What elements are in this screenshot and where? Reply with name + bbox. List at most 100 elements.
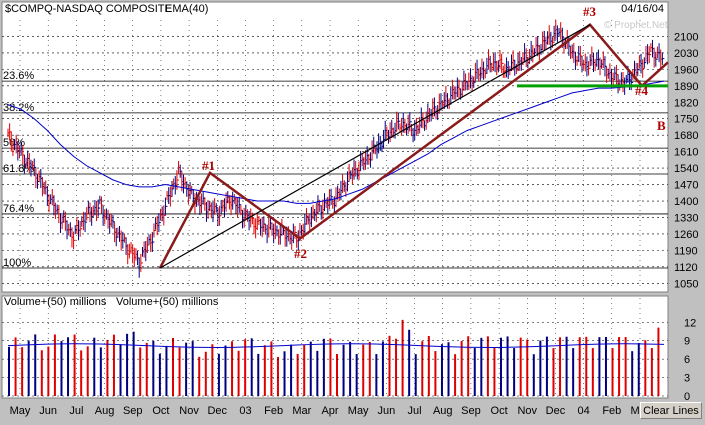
- volume-tick-label: 3: [684, 373, 690, 385]
- volume-bar: [434, 351, 437, 396]
- x-tick-label: Sep: [123, 405, 143, 417]
- x-tick-label: Sep: [461, 405, 481, 417]
- volume-bar: [198, 356, 201, 396]
- volume-bar: [290, 344, 293, 396]
- volume-bar: [309, 341, 312, 396]
- x-tick-label: Jul: [408, 405, 422, 417]
- x-tick-label: Dec: [546, 405, 566, 417]
- volume-bar: [618, 337, 621, 396]
- y-tick-label: 1120: [674, 262, 698, 274]
- point-3-label: #3: [583, 4, 597, 19]
- x-tick-label: Nov: [517, 405, 537, 417]
- x-tick-label: May: [348, 405, 369, 417]
- indicator-label: EMA(40): [165, 3, 208, 15]
- channel-line: [159, 24, 591, 269]
- volume-bar: [473, 348, 476, 396]
- volume-tick-label: 0: [684, 391, 690, 403]
- x-tick-label: May: [10, 405, 31, 417]
- volume-bar: [263, 345, 266, 396]
- volume-bar: [322, 338, 325, 396]
- y-tick-label: 1400: [674, 196, 698, 208]
- x-tick-label: Feb: [264, 405, 283, 417]
- volume-bar: [165, 345, 168, 396]
- fib-label: 61.8%: [3, 163, 34, 175]
- volume-bar: [559, 337, 562, 396]
- y-tick-label: 1610: [674, 147, 698, 159]
- volume-bar: [303, 345, 306, 396]
- y-tick-label: 1820: [674, 97, 698, 109]
- volume-tick-label: 12: [684, 317, 696, 329]
- volume-title: Volume+(50) millions: [4, 296, 107, 308]
- volume-bar: [27, 340, 30, 396]
- volume-bar: [296, 353, 299, 396]
- x-tick-label: Aug: [95, 405, 115, 417]
- y-tick-label: 1470: [674, 180, 698, 192]
- volume-bar: [60, 341, 63, 396]
- volume-bar: [591, 348, 594, 396]
- volume-bar: [362, 344, 365, 396]
- volume-bar: [368, 341, 371, 396]
- volume-bar: [211, 344, 214, 396]
- y-tick-label: 1260: [674, 229, 698, 241]
- x-tick-label: Jun: [377, 405, 395, 417]
- x-tick-label: Mar: [292, 405, 311, 417]
- volume-bar: [408, 329, 411, 396]
- volume-bar: [283, 351, 286, 396]
- volume-bar: [519, 337, 522, 396]
- fib-label: 38.2%: [3, 102, 34, 114]
- volume-bar: [657, 327, 660, 396]
- fib-label: 23.6%: [3, 70, 34, 82]
- x-tick-label: Oct: [152, 405, 169, 417]
- volume-bar: [447, 342, 450, 396]
- volume-bar: [467, 336, 470, 396]
- chart-title: $COMPQ-NASDAQ COMPOSITE: [5, 3, 172, 15]
- volume-bar: [631, 351, 634, 396]
- volume-bar: [493, 348, 496, 396]
- volume-bars: [8, 319, 660, 396]
- point-2-label: #2: [294, 246, 307, 261]
- volume-bar: [585, 336, 588, 396]
- volume-bar: [250, 338, 253, 396]
- point-1-label: #1: [202, 158, 215, 173]
- x-tick-label: Dec: [207, 405, 227, 417]
- volume-bar: [178, 347, 181, 396]
- volume-bar: [506, 336, 509, 396]
- volume-bar: [99, 347, 102, 396]
- y-tick-label: 2100: [674, 31, 698, 43]
- volume-bar: [316, 350, 319, 396]
- volume-bar: [34, 334, 37, 396]
- volume-bar: [539, 340, 542, 396]
- x-tick-label: Nov: [179, 405, 199, 417]
- volume-bar: [644, 340, 647, 396]
- point-4-label: #4: [635, 83, 649, 98]
- volume-bar: [565, 336, 568, 396]
- y-tick-label: 1680: [674, 130, 698, 142]
- volume-bar: [14, 337, 17, 396]
- x-tick-label: 03: [239, 405, 251, 417]
- trend-lines: [158, 23, 669, 269]
- volume-bar: [395, 338, 398, 396]
- fib-label: 100%: [3, 257, 31, 269]
- volume-axis: 0 3 6 9 12: [2, 317, 696, 403]
- volume-bar: [329, 338, 332, 396]
- volume-bar: [375, 354, 378, 396]
- watermark: © Prophet.Net: [604, 20, 668, 31]
- volume-bar: [191, 341, 194, 396]
- volume-panel: [1, 295, 669, 399]
- volume-bar: [40, 350, 43, 396]
- volume-bar: [598, 337, 601, 396]
- volume-bar: [513, 348, 516, 396]
- volume-bar: [270, 341, 273, 396]
- volume-bar: [480, 337, 483, 396]
- price-bars: [7, 19, 665, 278]
- clear-lines-button[interactable]: Clear Lines: [640, 402, 702, 419]
- volume-bar: [414, 354, 417, 396]
- volume-bar: [231, 341, 234, 396]
- volume-bar: [349, 341, 352, 396]
- x-axis: May Jun Jul Aug Sep Oct Nov Dec 03 Feb Mar Apr May Ju…: [10, 405, 650, 417]
- volume-bar: [532, 354, 535, 396]
- volume-bar: [421, 341, 424, 396]
- volume-bar: [53, 334, 56, 396]
- volume-average-line: [7, 343, 665, 348]
